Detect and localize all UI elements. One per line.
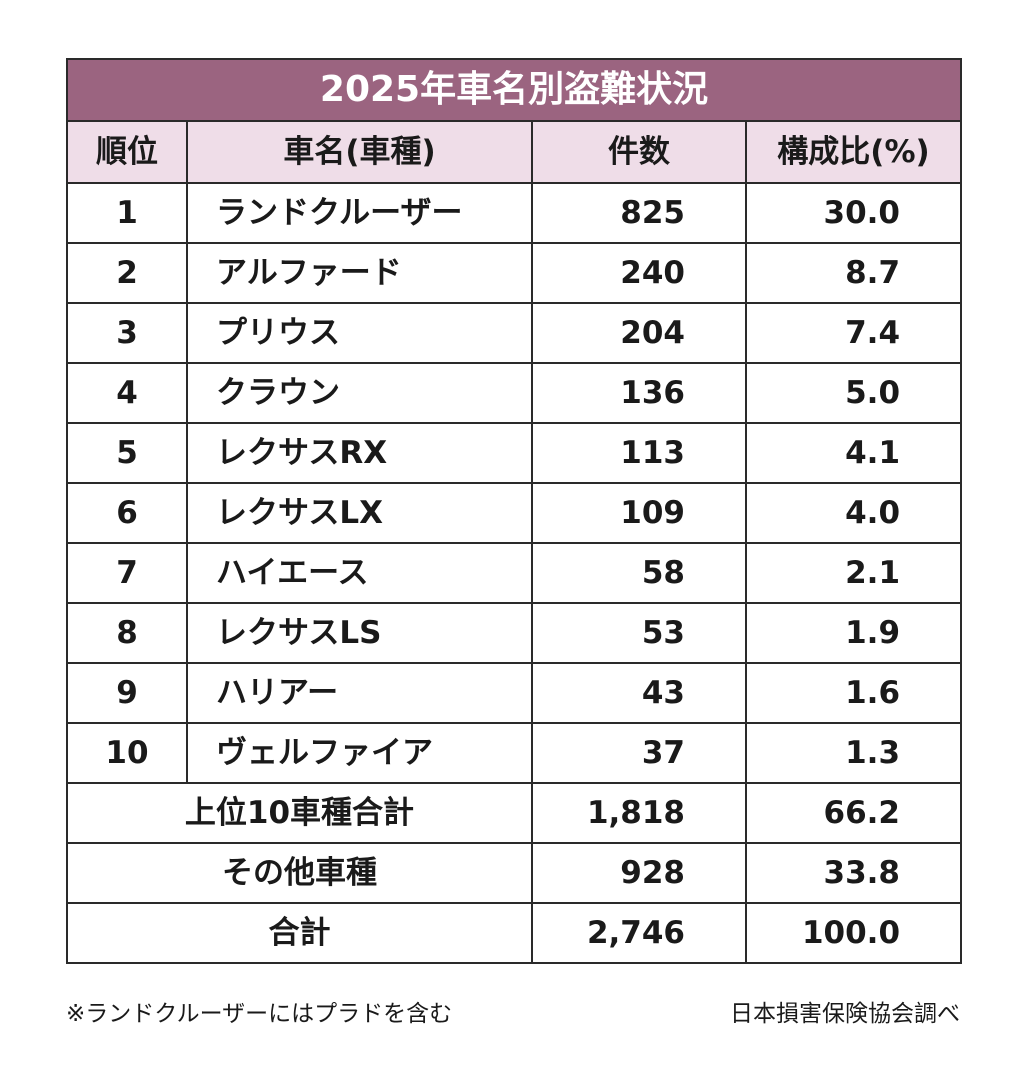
table-row: 6 レクサスLX 109 4.0 (66, 482, 963, 544)
theft-stats-table-container: 2025年車名別盗難状況 順位 車名(車種) 件数 構成比(%) 1 ランドクル… (65, 58, 963, 964)
count-cell: 113 (531, 422, 747, 484)
rank-cell: 4 (66, 362, 188, 424)
name-cell: クラウン (186, 362, 533, 424)
name-cell: レクサスRX (186, 422, 533, 484)
count-cell: 136 (531, 362, 747, 424)
ratio-cell: 5.0 (744, 362, 963, 424)
summary-row-total: 合計 2,746 100.0 (66, 902, 963, 964)
summary-ratio: 33.8 (744, 842, 963, 904)
summary-ratio: 100.0 (744, 902, 963, 964)
ratio-cell: 7.4 (744, 302, 963, 364)
name-cell: ハリアー (186, 662, 533, 724)
rank-cell: 8 (66, 602, 188, 664)
table-row: 10 ヴェルファイア 37 1.3 (66, 722, 963, 784)
rank-cell: 7 (66, 542, 188, 604)
table-row: 7 ハイエース 58 2.1 (66, 542, 963, 604)
rank-cell: 2 (66, 242, 188, 304)
rank-cell: 6 (66, 482, 188, 544)
count-cell: 53 (531, 602, 747, 664)
summary-count: 2,746 (531, 902, 747, 964)
summary-count: 928 (531, 842, 747, 904)
header-rank: 順位 (66, 120, 188, 184)
source-credit: 日本損害保険協会調べ (730, 1001, 960, 1027)
header-ratio: 構成比(%) (744, 120, 963, 184)
table-title: 2025年車名別盗難状況 (65, 58, 963, 122)
header-row: 順位 車名(車種) 件数 構成比(%) (66, 120, 963, 184)
count-cell: 240 (531, 242, 747, 304)
table-row: 4 クラウン 136 5.0 (66, 362, 963, 424)
table-row: 2 アルファード 240 8.7 (66, 242, 963, 304)
ratio-cell: 1.3 (744, 722, 963, 784)
count-cell: 43 (531, 662, 747, 724)
header-count: 件数 (531, 120, 747, 184)
rank-cell: 1 (66, 182, 188, 244)
summary-label: その他車種 (66, 842, 533, 904)
rank-cell: 3 (66, 302, 188, 364)
ratio-cell: 1.6 (744, 662, 963, 724)
table-row: 5 レクサスRX 113 4.1 (66, 422, 963, 484)
summary-ratio: 66.2 (744, 782, 963, 844)
count-cell: 109 (531, 482, 747, 544)
summary-row-top10: 上位10車種合計 1,818 66.2 (66, 782, 963, 844)
count-cell: 204 (531, 302, 747, 364)
table-row: 3 プリウス 204 7.4 (66, 302, 963, 364)
name-cell: レクサスLS (186, 602, 533, 664)
name-cell: レクサスLX (186, 482, 533, 544)
ratio-cell: 4.1 (744, 422, 963, 484)
rank-cell: 9 (66, 662, 188, 724)
name-cell: ランドクルーザー (186, 182, 533, 244)
count-cell: 58 (531, 542, 747, 604)
summary-count: 1,818 (531, 782, 747, 844)
header-name: 車名(車種) (186, 120, 533, 184)
table-row: 1 ランドクルーザー 825 30.0 (66, 182, 963, 244)
table-row: 9 ハリアー 43 1.6 (66, 662, 963, 724)
summary-row-others: その他車種 928 33.8 (66, 842, 963, 904)
name-cell: ヴェルファイア (186, 722, 533, 784)
ratio-cell: 30.0 (744, 182, 963, 244)
name-cell: アルファード (186, 242, 533, 304)
summary-label: 合計 (66, 902, 533, 964)
name-cell: プリウス (186, 302, 533, 364)
title-row: 2025年車名別盗難状況 (65, 58, 963, 122)
ratio-cell: 2.1 (744, 542, 963, 604)
table-row: 8 レクサスLS 53 1.9 (66, 602, 963, 664)
name-cell: ハイエース (186, 542, 533, 604)
rank-cell: 5 (66, 422, 188, 484)
footnote: ※ランドクルーザーにはプラドを含む (66, 1001, 453, 1027)
ratio-cell: 4.0 (744, 482, 963, 544)
summary-label: 上位10車種合計 (66, 782, 533, 844)
count-cell: 825 (531, 182, 747, 244)
count-cell: 37 (531, 722, 747, 784)
ratio-cell: 1.9 (744, 602, 963, 664)
rank-cell: 10 (66, 722, 188, 784)
theft-stats-table: 2025年車名別盗難状況 順位 車名(車種) 件数 構成比(%) 1 ランドクル… (65, 58, 963, 964)
ratio-cell: 8.7 (744, 242, 963, 304)
